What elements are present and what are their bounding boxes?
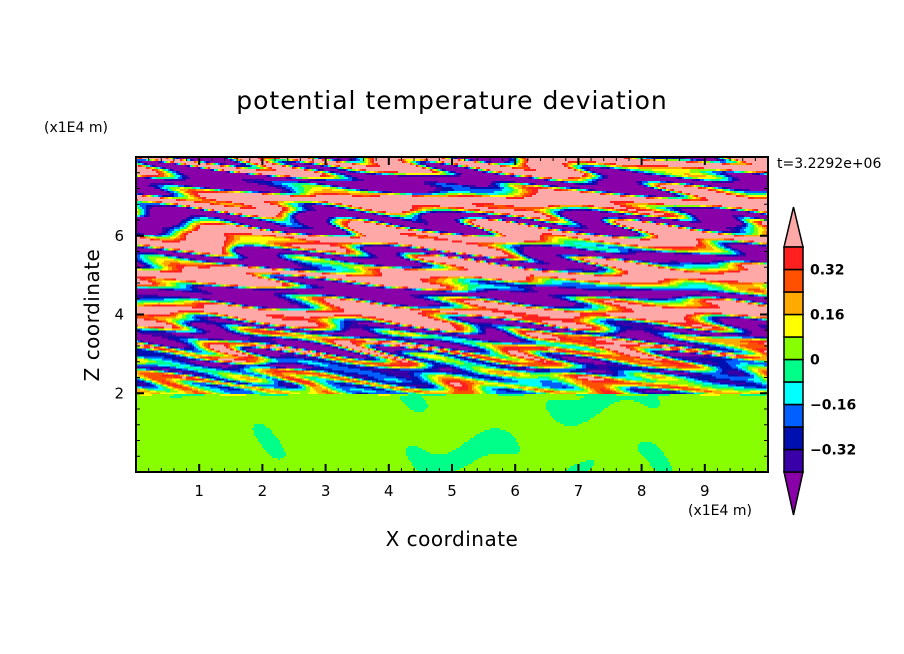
x-tick-label: 1 (194, 482, 204, 500)
x-tick-label: 3 (321, 482, 331, 500)
y-tick-label: 2 (114, 384, 124, 402)
x-axis-label: X coordinate (385, 527, 519, 551)
colorbar-label: 0 (810, 353, 820, 369)
x-tick-label: 7 (574, 482, 584, 500)
colorbar-box (783, 246, 804, 271)
time-annotation: t=3.2292e+06 (777, 156, 882, 172)
x-axis-unit: (x1E4 m) (688, 503, 752, 519)
colorbar-label: 0.32 (810, 263, 845, 279)
colorbar-box (783, 426, 804, 451)
colorbar-box (783, 313, 804, 338)
x-tick-label: 2 (258, 482, 268, 500)
colorbar-box (783, 448, 804, 473)
contour-field (136, 157, 768, 472)
colorbar-box (783, 381, 804, 406)
x-tick-label: 9 (700, 482, 710, 500)
colorbar-extend-min (783, 471, 804, 516)
y-tick-label: 4 (114, 306, 124, 324)
colorbar-label: −0.16 (810, 398, 856, 414)
colorbar-label: −0.32 (810, 443, 856, 459)
colorbar-box (783, 336, 804, 361)
colorbar-box (783, 403, 804, 428)
chart-title: potential temperature deviation (236, 86, 668, 115)
y-tick-label: 6 (114, 227, 124, 245)
y-axis-unit: (x1E4 m) (44, 120, 108, 136)
x-tick-label: 8 (637, 482, 647, 500)
colorbar-box (783, 358, 804, 383)
colorbar-box (783, 268, 804, 293)
x-tick-label: 5 (447, 482, 457, 500)
plot-frame (135, 156, 769, 473)
colorbar-extend-max (783, 206, 804, 248)
colorbar-box (783, 291, 804, 316)
x-tick-label: 4 (384, 482, 394, 500)
x-tick-label: 6 (510, 482, 520, 500)
colorbar-label: 0.16 (810, 308, 845, 324)
